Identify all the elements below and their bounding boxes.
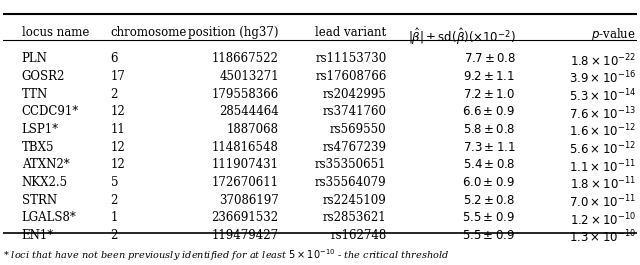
Text: 5: 5 xyxy=(111,176,118,189)
Text: 2: 2 xyxy=(111,194,118,207)
Text: NKX2.5: NKX2.5 xyxy=(22,176,68,189)
Text: rs11153730: rs11153730 xyxy=(316,52,387,65)
Text: rs162748: rs162748 xyxy=(330,229,387,242)
Text: LGALS8*: LGALS8* xyxy=(22,211,77,224)
Text: 17: 17 xyxy=(111,70,125,83)
Text: $6.6\pm0.9$: $6.6\pm0.9$ xyxy=(463,105,515,118)
Text: $7.7\pm0.8$: $7.7\pm0.8$ xyxy=(464,52,515,65)
Text: chromosome: chromosome xyxy=(111,26,187,39)
Text: rs2853621: rs2853621 xyxy=(323,211,387,224)
Text: rs2245109: rs2245109 xyxy=(323,194,387,207)
Text: rs569550: rs569550 xyxy=(330,123,387,136)
Text: 12: 12 xyxy=(111,105,125,118)
Text: 119479427: 119479427 xyxy=(212,229,279,242)
Text: 11: 11 xyxy=(111,123,125,136)
Text: 1: 1 xyxy=(111,211,118,224)
Text: $5.8\pm0.8$: $5.8\pm0.8$ xyxy=(463,123,515,136)
Text: 172670611: 172670611 xyxy=(212,176,279,189)
Text: rs4767239: rs4767239 xyxy=(323,141,387,154)
Text: 2: 2 xyxy=(111,229,118,242)
Text: TBX5: TBX5 xyxy=(22,141,54,154)
Text: $9.2\pm1.1$: $9.2\pm1.1$ xyxy=(463,70,515,83)
Text: $5.6\times10^{-12}$: $5.6\times10^{-12}$ xyxy=(569,141,636,157)
Text: $5.5\pm0.9$: $5.5\pm0.9$ xyxy=(463,211,515,224)
Text: $1.3\times10^{-10}$: $1.3\times10^{-10}$ xyxy=(569,229,636,246)
Text: $3.9\times10^{-16}$: $3.9\times10^{-16}$ xyxy=(569,70,636,87)
Text: * loci that have not been previously identified for at least $5\times10^{-10}$ -: * loci that have not been previously ide… xyxy=(3,247,449,263)
Text: 12: 12 xyxy=(111,141,125,154)
Text: $5.5\pm0.9$: $5.5\pm0.9$ xyxy=(463,229,515,242)
Text: 6: 6 xyxy=(111,52,118,65)
Text: $5.2\pm0.8$: $5.2\pm0.8$ xyxy=(463,194,515,207)
Text: TTN: TTN xyxy=(22,88,48,101)
Text: rs35564079: rs35564079 xyxy=(315,176,387,189)
Text: $1.1\times10^{-11}$: $1.1\times10^{-11}$ xyxy=(569,158,636,175)
Text: rs17608766: rs17608766 xyxy=(316,70,387,83)
Text: rs2042995: rs2042995 xyxy=(323,88,387,101)
Text: $1.2\times10^{-10}$: $1.2\times10^{-10}$ xyxy=(570,211,636,228)
Text: lead variant: lead variant xyxy=(316,26,387,39)
Text: 45013271: 45013271 xyxy=(219,70,279,83)
Text: 2: 2 xyxy=(111,88,118,101)
Text: $|\hat{\beta}|\pm\mathrm{sd}(\hat{\beta})(\times10^{-2})$: $|\hat{\beta}|\pm\mathrm{sd}(\hat{\beta}… xyxy=(408,26,515,47)
Text: EN1*: EN1* xyxy=(22,229,54,242)
Text: $7.0\times10^{-11}$: $7.0\times10^{-11}$ xyxy=(569,194,636,210)
Text: $6.0\pm0.9$: $6.0\pm0.9$ xyxy=(463,176,515,189)
Text: 12: 12 xyxy=(111,158,125,171)
Text: 111907431: 111907431 xyxy=(212,158,279,171)
Text: 118667522: 118667522 xyxy=(212,52,279,65)
Text: position (hg37): position (hg37) xyxy=(188,26,279,39)
Text: $5.4\pm0.8$: $5.4\pm0.8$ xyxy=(463,158,515,171)
Text: $p$-value: $p$-value xyxy=(591,26,636,43)
Text: ATXN2*: ATXN2* xyxy=(22,158,70,171)
Text: GOSR2: GOSR2 xyxy=(22,70,65,83)
Text: locus name: locus name xyxy=(22,26,89,39)
Text: $1.8\times10^{-22}$: $1.8\times10^{-22}$ xyxy=(570,52,636,69)
Text: $1.8\times10^{-11}$: $1.8\times10^{-11}$ xyxy=(570,176,636,193)
Text: PLN: PLN xyxy=(22,52,48,65)
Text: $7.3\pm1.1$: $7.3\pm1.1$ xyxy=(463,141,515,154)
Text: 28544464: 28544464 xyxy=(219,105,279,118)
Text: CCDC91*: CCDC91* xyxy=(22,105,79,118)
Text: rs3741760: rs3741760 xyxy=(323,105,387,118)
Text: STRN: STRN xyxy=(22,194,57,207)
Text: LSP1*: LSP1* xyxy=(22,123,59,136)
Text: $1.6\times10^{-12}$: $1.6\times10^{-12}$ xyxy=(569,123,636,140)
Text: 37086197: 37086197 xyxy=(219,194,279,207)
Text: $5.3\times10^{-14}$: $5.3\times10^{-14}$ xyxy=(569,88,636,104)
Text: rs35350651: rs35350651 xyxy=(315,158,387,171)
Text: 114816548: 114816548 xyxy=(212,141,279,154)
Text: $7.6\times10^{-13}$: $7.6\times10^{-13}$ xyxy=(569,105,636,122)
Text: 236691532: 236691532 xyxy=(212,211,279,224)
Text: $7.2\pm1.0$: $7.2\pm1.0$ xyxy=(463,88,515,101)
Text: 179558366: 179558366 xyxy=(211,88,279,101)
Text: 1887068: 1887068 xyxy=(227,123,279,136)
